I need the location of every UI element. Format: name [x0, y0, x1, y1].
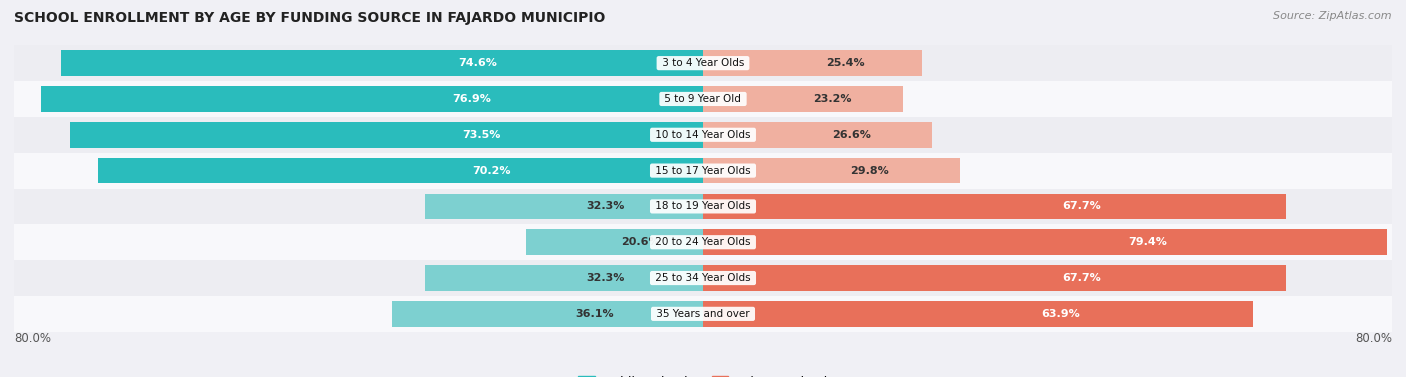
Text: 67.7%: 67.7%	[1063, 273, 1101, 283]
Bar	[14, 81, 1392, 117]
Text: 3 to 4 Year Olds: 3 to 4 Year Olds	[658, 58, 748, 68]
Text: SCHOOL ENROLLMENT BY AGE BY FUNDING SOURCE IN FAJARDO MUNICIPIO: SCHOOL ENROLLMENT BY AGE BY FUNDING SOUR…	[14, 11, 606, 25]
Text: 5 to 9 Year Old: 5 to 9 Year Old	[661, 94, 745, 104]
Bar	[41, 86, 703, 112]
Text: 32.3%: 32.3%	[586, 273, 624, 283]
Text: 35 Years and over: 35 Years and over	[652, 309, 754, 319]
Text: 20.6%: 20.6%	[621, 237, 661, 247]
Bar	[14, 117, 1392, 153]
Bar	[14, 153, 1392, 188]
Text: 26.6%: 26.6%	[832, 130, 872, 140]
Text: 25.4%: 25.4%	[825, 58, 865, 68]
Bar	[14, 45, 1392, 81]
Text: 20 to 24 Year Olds: 20 to 24 Year Olds	[652, 237, 754, 247]
Text: 32.3%: 32.3%	[586, 201, 624, 211]
Text: 29.8%: 29.8%	[851, 166, 889, 176]
Text: Source: ZipAtlas.com: Source: ZipAtlas.com	[1274, 11, 1392, 21]
Text: 63.9%: 63.9%	[1042, 309, 1080, 319]
Text: 67.7%: 67.7%	[1063, 201, 1101, 211]
Bar	[703, 193, 1286, 219]
Text: 15 to 17 Year Olds: 15 to 17 Year Olds	[652, 166, 754, 176]
Bar	[14, 188, 1392, 224]
Text: 73.5%: 73.5%	[463, 130, 501, 140]
Bar	[703, 158, 960, 184]
Bar	[98, 158, 703, 184]
Text: 18 to 19 Year Olds: 18 to 19 Year Olds	[652, 201, 754, 211]
Text: 25 to 34 Year Olds: 25 to 34 Year Olds	[652, 273, 754, 283]
Bar	[526, 229, 703, 255]
Text: 70.2%: 70.2%	[472, 166, 510, 176]
Bar	[703, 50, 922, 76]
Text: 10 to 14 Year Olds: 10 to 14 Year Olds	[652, 130, 754, 140]
Text: 80.0%: 80.0%	[14, 332, 51, 345]
Bar	[425, 265, 703, 291]
Bar	[703, 86, 903, 112]
Bar	[703, 229, 1386, 255]
Legend: Public School, Private School: Public School, Private School	[578, 375, 828, 377]
Bar	[703, 265, 1286, 291]
Text: 74.6%: 74.6%	[458, 58, 498, 68]
Bar	[14, 296, 1392, 332]
Text: 80.0%: 80.0%	[1355, 332, 1392, 345]
Text: 23.2%: 23.2%	[814, 94, 852, 104]
Bar	[70, 122, 703, 148]
Bar	[425, 193, 703, 219]
Text: 36.1%: 36.1%	[575, 309, 613, 319]
Text: 76.9%: 76.9%	[451, 94, 491, 104]
Bar	[703, 301, 1253, 327]
Bar	[703, 122, 932, 148]
Bar	[14, 224, 1392, 260]
Bar	[14, 260, 1392, 296]
Text: 79.4%: 79.4%	[1128, 237, 1167, 247]
Bar	[392, 301, 703, 327]
Bar	[60, 50, 703, 76]
